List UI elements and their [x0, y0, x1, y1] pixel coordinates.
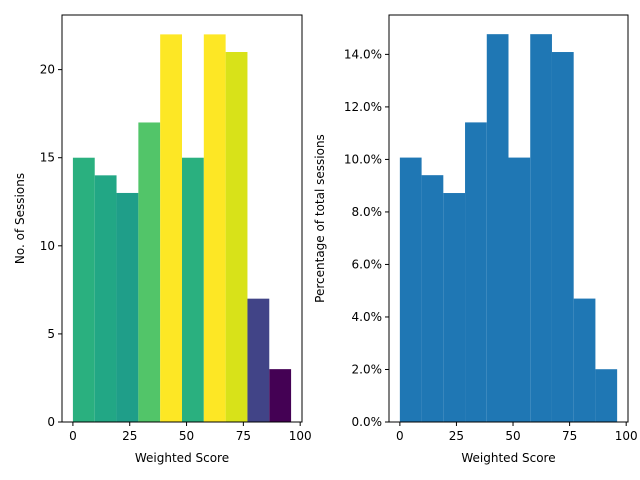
y-tick-label: 0.0% — [352, 415, 383, 429]
x-tick-label: 0 — [69, 429, 77, 443]
y-tick-label: 10.0% — [344, 152, 382, 166]
y-tick-label: 15 — [40, 151, 55, 165]
bar-9 — [595, 369, 618, 422]
bar-5 — [508, 157, 531, 422]
y-tick-label: 14.0% — [344, 47, 382, 61]
y-tick-label: 2.0% — [352, 362, 383, 376]
bar-1 — [94, 175, 117, 422]
x-tick-label: 100 — [615, 429, 638, 443]
bar-0 — [399, 157, 422, 422]
y-tick-label: 5 — [47, 327, 55, 341]
x-tick-label: 25 — [449, 429, 464, 443]
y-tick-label: 0 — [47, 415, 55, 429]
bar-3 — [138, 122, 161, 422]
bar-6 — [203, 34, 226, 422]
y-tick-label: 4.0% — [352, 310, 383, 324]
bar-9 — [269, 369, 292, 422]
y-tick-label: 12.0% — [344, 100, 382, 114]
bar-4 — [486, 34, 509, 422]
bar-1 — [421, 175, 444, 422]
y-tick-label: 6.0% — [352, 257, 383, 271]
bar-7 — [225, 52, 248, 422]
bar-2 — [443, 193, 466, 422]
x-axis-label: Weighted Score — [135, 451, 229, 465]
histogram-sessions-percentage: 0 25 50 75 100 0.0% 2.0% 4.0% 6.0% 8.0% 10.0% 12.0… — [313, 14, 638, 465]
y-tick-label: 10 — [40, 239, 55, 253]
bar-3 — [465, 122, 487, 423]
x-tick-label: 75 — [562, 429, 577, 443]
histogram-sessions-count: 0 25 50 75 100 0 5 10 15 20 Weighted Score No. o… — [13, 14, 312, 465]
bar-7 — [551, 52, 574, 423]
x-tick-label: 0 — [396, 429, 404, 443]
bar-0 — [72, 157, 95, 422]
x-tick-label: 25 — [122, 429, 137, 443]
axes-frame — [61, 14, 303, 423]
bar-8 — [573, 298, 596, 422]
bar-6 — [530, 34, 552, 422]
bar-8 — [247, 298, 270, 422]
y-axis-label: No. of Sessions — [13, 173, 27, 264]
y-axis-label: Percentage of total sessions — [313, 134, 327, 303]
bar-5 — [182, 157, 204, 422]
x-tick-label: 50 — [505, 429, 520, 443]
x-tick-label: 75 — [236, 429, 251, 443]
x-tick-label: 100 — [289, 429, 312, 443]
y-tick-label: 8.0% — [352, 205, 383, 219]
x-tick-label: 50 — [179, 429, 194, 443]
bar-2 — [116, 192, 139, 422]
bar-4 — [160, 34, 182, 422]
y-tick-label: 20 — [40, 63, 55, 77]
x-axis-label: Weighted Score — [461, 451, 555, 465]
axes-frame — [388, 14, 629, 423]
